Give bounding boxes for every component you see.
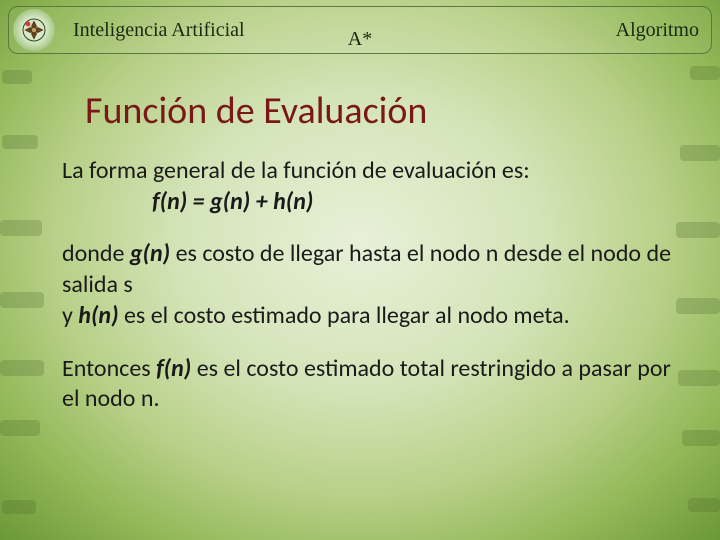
decoration-rect [688, 498, 720, 512]
decoration-rect [0, 220, 42, 236]
decoration-rect [690, 66, 720, 80]
logo-icon [13, 9, 55, 51]
p2-g: g(n) [130, 239, 170, 268]
formula-line: f(n) = g(n) + h(n) [152, 187, 675, 218]
decoration-rect [0, 420, 40, 436]
paragraph-1: La forma general de la función de evalua… [62, 156, 675, 217]
decoration-rect [0, 360, 44, 376]
decoration-rect [0, 292, 44, 308]
header-left-text: Inteligencia Artificial [73, 19, 245, 42]
p2-pre: donde [62, 239, 130, 268]
p3-f: f(n) [156, 354, 191, 383]
decoration-rect [2, 135, 38, 149]
paragraph-2: donde g(n) es costo de llegar hasta el n… [62, 239, 675, 331]
decoration-rect [676, 222, 720, 238]
header-right-text: Algoritmo [616, 19, 699, 42]
p2-h: h(n) [78, 301, 118, 330]
header-subtitle: A* [348, 28, 372, 51]
decoration-rect [682, 430, 720, 446]
intro-line: La forma general de la función de evalua… [62, 156, 675, 187]
decoration-rect [2, 500, 36, 514]
slide-title: Función de Evaluación [85, 88, 427, 134]
decoration-rect [678, 370, 720, 386]
slide-body: La forma general de la función de evalua… [62, 156, 675, 437]
decoration-rect [676, 298, 720, 314]
paragraph-3: Entonces f(n) es el costo estimado total… [62, 354, 675, 415]
decoration-rect [2, 70, 32, 84]
decoration-rect [680, 145, 720, 161]
p3-pre: Entonces [62, 354, 156, 383]
p2-end: es el costo estimado para llegar al nodo… [119, 301, 570, 330]
p2-y: y [62, 301, 78, 330]
